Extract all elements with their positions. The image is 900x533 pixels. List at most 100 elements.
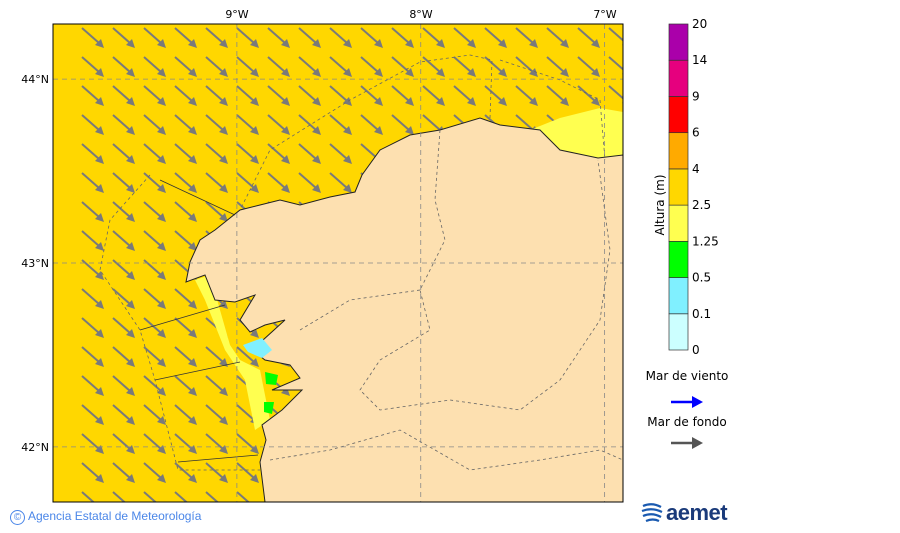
swell-arrow (81, 85, 104, 106)
swell-arrow (112, 317, 135, 338)
swell-arrow (298, 56, 321, 77)
maritime-zone-lines (139, 179, 259, 463)
aemet-logo-icon (641, 503, 663, 523)
swell-arrow (81, 433, 104, 454)
lat-label: 42°N (21, 441, 49, 454)
color-swatch (668, 277, 689, 315)
swell-arrow (112, 85, 135, 106)
swell-arrow (267, 85, 290, 106)
swell-arrow (298, 114, 321, 135)
swell-arrow (143, 491, 157, 502)
swell-arrow (236, 85, 259, 106)
swell-arrow (484, 56, 507, 77)
swell-arrow (422, 85, 445, 106)
legend-level-label: 4 (692, 162, 700, 176)
color-swatch (668, 168, 689, 206)
region-borders (99, 54, 623, 471)
swell-arrow (236, 27, 259, 48)
swell-arrow (422, 56, 445, 77)
swell-arrow (329, 56, 352, 77)
swell-arrow (81, 288, 104, 309)
swell-arrow (391, 114, 414, 135)
swell-arrow (112, 172, 135, 193)
swell-arrow (391, 85, 414, 106)
swell-arrow (236, 491, 250, 502)
swell-arrow (143, 114, 166, 135)
swell-arrow (143, 375, 166, 396)
swell-arrow (205, 433, 228, 454)
swell-arrow (422, 27, 445, 48)
swell-arrow (81, 491, 95, 502)
color-swatch (668, 23, 689, 61)
swell-arrow (174, 317, 197, 338)
swell-arrow (453, 56, 476, 77)
swell-arrow (143, 288, 166, 309)
swell-arrow (112, 491, 126, 502)
swell-arrow (112, 143, 135, 164)
swell-arrow (143, 143, 166, 164)
swell-arrow (267, 172, 290, 193)
coastal-yellow-patch (195, 275, 270, 430)
swell-arrow (112, 201, 135, 222)
swell-arrow (143, 85, 166, 106)
legend-title: Altura (m) (653, 174, 667, 235)
lon-label: 9°W (225, 8, 248, 21)
swell-arrow (236, 172, 259, 193)
wind-sea-arrow-icon (671, 396, 703, 408)
swell-arrow (112, 114, 135, 135)
color-swatch (668, 240, 689, 278)
swell-arrow (236, 462, 259, 483)
swell-arrow-icon (671, 437, 703, 449)
swell-arrow (484, 27, 507, 48)
swell-arrow (577, 27, 600, 48)
swell-arrow (81, 375, 104, 396)
legend-level-label: 2.5 (692, 198, 711, 212)
swell-arrow (112, 288, 135, 309)
swell-arrow (112, 462, 135, 483)
swell-arrow (484, 85, 507, 106)
swell-arrow (143, 317, 166, 338)
swell-arrow (81, 56, 104, 77)
swell-arrow (453, 85, 476, 106)
swell-arrow (298, 85, 321, 106)
swell-arrow (174, 56, 197, 77)
lon-label: 7°W (593, 8, 616, 21)
swell-arrow (577, 56, 600, 77)
swell-arrow (81, 317, 104, 338)
copyright-icon: © (10, 510, 25, 525)
swell-arrow (205, 143, 228, 164)
swell-arrow (360, 27, 383, 48)
legend-level-label: 6 (692, 126, 700, 140)
swell-arrow (205, 114, 228, 135)
swell-arrow (143, 27, 166, 48)
swell-arrow (205, 491, 219, 502)
swell-arrow (236, 346, 259, 367)
swell-arrow (329, 27, 352, 48)
swell-arrow (143, 404, 166, 425)
swell-arrow (267, 114, 290, 135)
swell-arrow (236, 114, 259, 135)
logo-text: aemet (666, 500, 728, 525)
swell-arrow (143, 259, 166, 280)
color-swatch (668, 59, 689, 97)
color-scale-legend: 0 0.1 0.5 1.25 2.5 4 6 9 14 20 (668, 17, 719, 357)
lat-label: 43°N (21, 257, 49, 270)
swell-arrow (174, 404, 197, 425)
swell-label: Mar de fondo (647, 415, 726, 429)
swell-arrow (81, 27, 104, 48)
swell-arrow (329, 114, 352, 135)
legend-level-label: 14 (692, 53, 707, 67)
swell-arrow (112, 56, 135, 77)
swell-arrow (174, 230, 197, 251)
swell-arrow (205, 56, 228, 77)
coastal-cyan-patch (243, 338, 272, 358)
swell-arrow (174, 462, 197, 483)
swell-arrow (515, 27, 538, 48)
credit-label: Agencia Estatal de Meteorología (28, 509, 202, 523)
swell-arrow (81, 201, 104, 222)
swell-arrow (360, 85, 383, 106)
coastal-green-patch (265, 372, 278, 385)
swell-arrow (112, 230, 135, 251)
legend-level-label: 0.5 (692, 271, 711, 285)
